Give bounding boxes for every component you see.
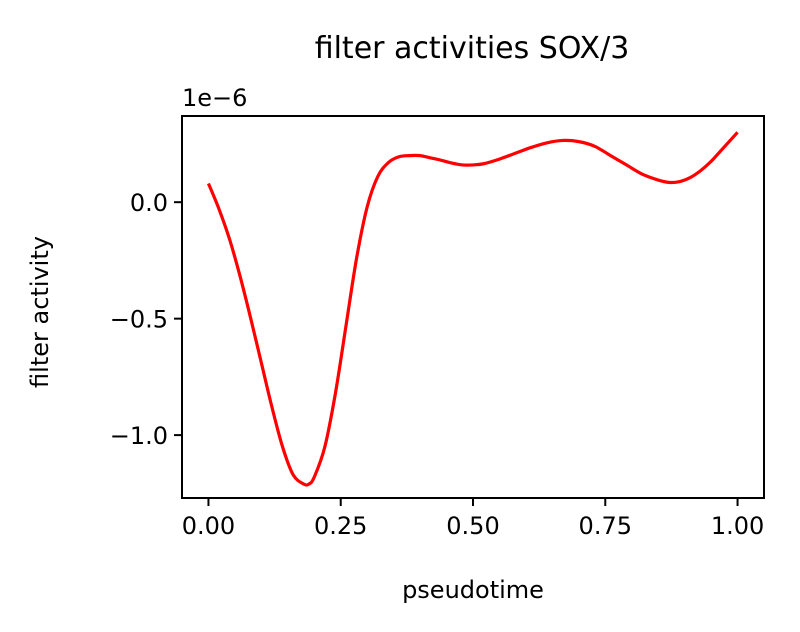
series-line: [206, 131, 739, 487]
series-layer: [206, 131, 739, 487]
y-offset-label: 1e−6: [182, 84, 247, 112]
y-axis-label: filter activity: [26, 236, 54, 388]
ticks-layer: 0.00 0.25 0.50 0.75 1.00 0.0 −0.5 −1.0: [110, 189, 765, 540]
x-axis-label: pseudotime: [402, 576, 544, 604]
y-tick-label: −1.0: [110, 422, 168, 450]
x-tick-label: 0.75: [579, 512, 632, 540]
x-tick-label: 0.25: [314, 512, 367, 540]
chart-title: filter activities SOX/3: [315, 31, 630, 66]
x-tick-label: 0.50: [446, 512, 499, 540]
y-tick-label: −0.5: [110, 306, 168, 334]
y-tick-label: 0.0: [130, 189, 168, 217]
x-tick-label: 0.00: [182, 512, 235, 540]
plot-frame: [181, 115, 765, 499]
x-tick-label: 1.00: [711, 512, 764, 540]
